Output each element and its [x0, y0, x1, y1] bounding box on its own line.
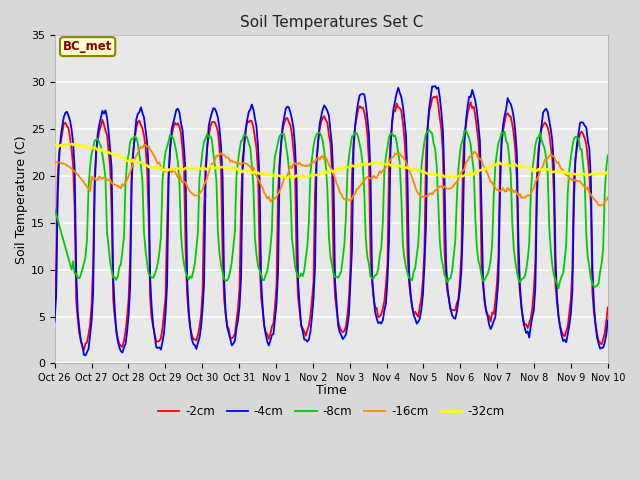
- -8cm: [118, 248, 126, 254]
- -32cm: [236, 167, 243, 173]
- -16cm: [604, 194, 612, 200]
- -8cm: [243, 135, 251, 141]
- -4cm: [82, 353, 90, 359]
- -4cm: [217, 144, 225, 150]
- -32cm: [604, 170, 612, 176]
- -32cm: [51, 142, 58, 148]
- -32cm: [296, 174, 303, 180]
- -16cm: [245, 163, 253, 168]
- -4cm: [245, 109, 253, 115]
- -2cm: [217, 165, 225, 171]
- -32cm: [120, 155, 128, 160]
- -8cm: [555, 286, 563, 291]
- -8cm: [292, 269, 300, 275]
- Line: -2cm: -2cm: [54, 96, 608, 350]
- -8cm: [234, 158, 242, 164]
- -4cm: [431, 83, 439, 89]
- -16cm: [217, 150, 225, 156]
- -8cm: [604, 153, 612, 158]
- -2cm: [245, 120, 253, 125]
- X-axis label: Time: Time: [316, 384, 347, 397]
- -8cm: [425, 127, 433, 132]
- Text: BC_met: BC_met: [63, 40, 112, 53]
- -32cm: [245, 168, 253, 174]
- Line: -16cm: -16cm: [54, 145, 608, 205]
- -2cm: [51, 303, 58, 309]
- -4cm: [236, 303, 243, 309]
- -16cm: [596, 203, 604, 208]
- -8cm: [576, 146, 584, 152]
- -2cm: [80, 348, 88, 353]
- -32cm: [576, 171, 584, 177]
- Y-axis label: Soil Temperature (C): Soil Temperature (C): [15, 135, 28, 264]
- -16cm: [51, 159, 58, 165]
- Line: -4cm: -4cm: [54, 86, 608, 356]
- -4cm: [120, 345, 128, 350]
- -8cm: [216, 251, 223, 257]
- -2cm: [433, 93, 440, 99]
- Title: Soil Temperatures Set C: Soil Temperatures Set C: [239, 15, 423, 30]
- -4cm: [294, 279, 302, 285]
- -16cm: [575, 179, 582, 184]
- -8cm: [51, 206, 58, 212]
- -4cm: [576, 120, 584, 126]
- -16cm: [141, 142, 149, 148]
- Line: -32cm: -32cm: [54, 144, 608, 179]
- -32cm: [71, 141, 79, 146]
- -2cm: [576, 131, 584, 136]
- -2cm: [294, 295, 302, 300]
- -2cm: [236, 285, 243, 290]
- -2cm: [604, 305, 612, 311]
- -16cm: [236, 161, 243, 167]
- -4cm: [51, 319, 58, 324]
- Legend: -2cm, -4cm, -8cm, -16cm, -32cm: -2cm, -4cm, -8cm, -16cm, -32cm: [153, 401, 509, 423]
- -2cm: [120, 338, 128, 344]
- Line: -8cm: -8cm: [54, 130, 608, 288]
- -16cm: [118, 181, 126, 187]
- -4cm: [604, 317, 612, 323]
- -32cm: [284, 176, 291, 182]
- -32cm: [217, 164, 225, 170]
- -16cm: [294, 161, 302, 167]
